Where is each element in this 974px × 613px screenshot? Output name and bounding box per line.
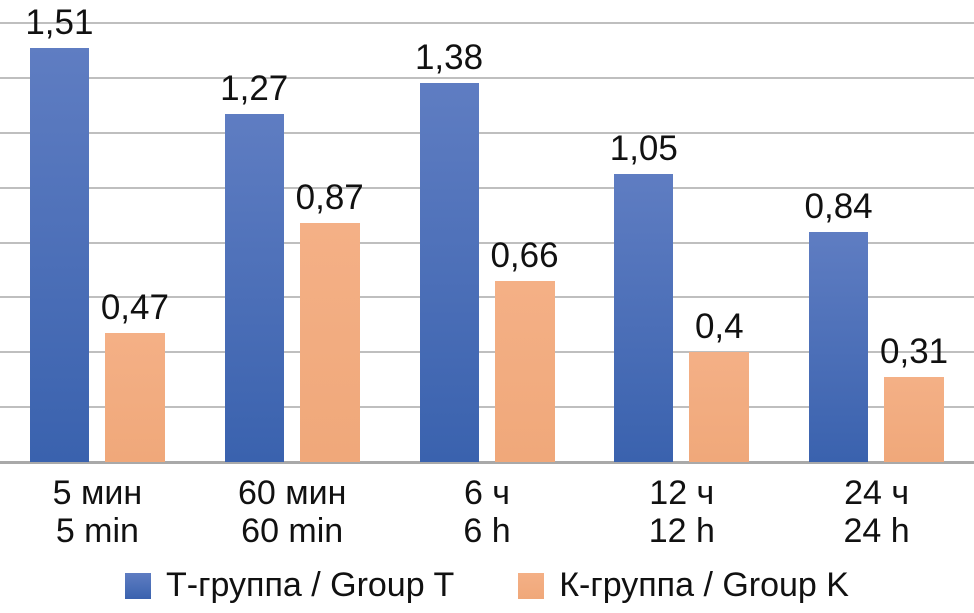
x-axis-category-label: 24 ч 24 h xyxy=(779,474,974,550)
legend-item-group-t: Т-группа / Group T xyxy=(125,566,454,605)
gridline xyxy=(0,22,974,24)
value-label: 0,47 xyxy=(100,288,169,328)
legend-label: К-группа / Group K xyxy=(559,566,849,604)
value-label: 1,51 xyxy=(25,2,94,42)
bar-group-k xyxy=(689,352,750,462)
value-label: 0,87 xyxy=(295,178,364,218)
category-label-ru: 6 ч xyxy=(463,474,511,512)
gridline xyxy=(0,406,974,409)
bar-group-k xyxy=(494,280,555,462)
legend-swatch-group-t xyxy=(125,572,152,599)
plot-area: 1,51 0,47 1,27 0,87 1,38 0,66 1,05 0,4 0,84 0,31 xyxy=(0,2,974,464)
category-label-ru: 24 ч xyxy=(844,474,910,512)
bar-group-t xyxy=(809,231,869,462)
bar-group-k xyxy=(299,223,360,462)
value-label: 0,66 xyxy=(490,235,559,275)
gridline xyxy=(0,186,974,189)
value-label: 0,31 xyxy=(880,331,949,371)
x-axis-category-label: 12 ч 12 h xyxy=(584,474,779,550)
category-label-ru: 60 мин xyxy=(237,474,347,512)
x-axis-category-label: 60 мин 60 min xyxy=(195,474,390,550)
bar-group-k xyxy=(884,376,945,462)
bar-group-t xyxy=(29,47,89,462)
gridline xyxy=(0,131,974,134)
category-label-en: 60 min xyxy=(241,512,344,550)
legend: Т-группа / Group T К-группа / Group K xyxy=(0,566,974,605)
bar-group-t xyxy=(224,113,284,462)
x-axis-line xyxy=(0,461,974,464)
value-label: 1,05 xyxy=(609,128,678,168)
bar-group-t xyxy=(419,83,479,462)
value-label: 1,27 xyxy=(220,68,289,108)
x-axis-category-label: 5 мин 5 min xyxy=(0,474,195,550)
value-label: 0,4 xyxy=(694,307,744,347)
gridline xyxy=(0,351,974,354)
category-label-en: 6 h xyxy=(463,512,511,550)
category-label-en: 5 min xyxy=(55,512,139,550)
legend-item-group-k: К-группа / Group K xyxy=(518,566,849,605)
legend-swatch-group-k xyxy=(518,572,545,599)
gridline xyxy=(0,296,974,299)
legend-label: Т-группа / Group T xyxy=(166,566,455,604)
gridline xyxy=(0,76,974,79)
bar-group-k xyxy=(104,333,165,462)
category-label-ru: 5 мин xyxy=(52,474,143,512)
gridline xyxy=(0,241,974,244)
bar-group-t xyxy=(614,173,674,462)
category-label-en: 12 h xyxy=(648,512,715,550)
category-label-ru: 12 ч xyxy=(649,474,715,512)
value-label: 0,84 xyxy=(804,186,873,226)
category-label-en: 24 h xyxy=(843,512,910,550)
value-label: 1,38 xyxy=(414,38,484,78)
